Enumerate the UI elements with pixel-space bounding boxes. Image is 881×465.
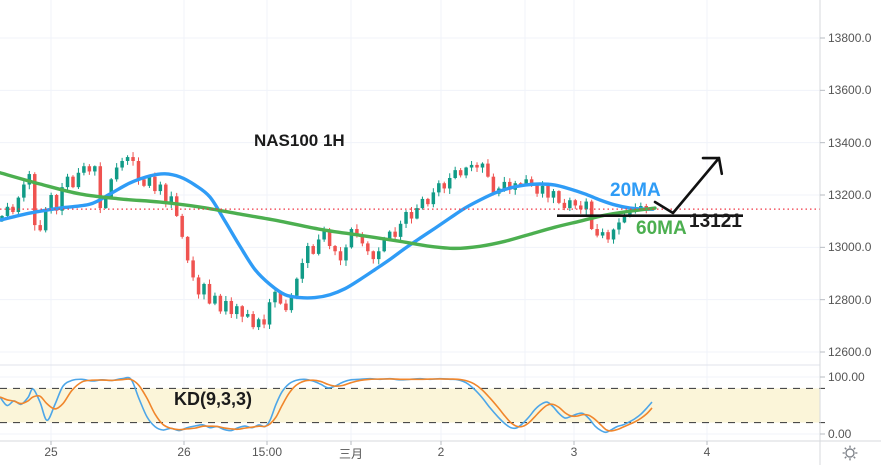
time-axis-label: 4 — [703, 445, 711, 459]
time-axis-label: 26 — [177, 445, 191, 459]
time-axis-label: 三月 — [338, 447, 364, 461]
price-axis-label: 13000.0 — [828, 240, 872, 255]
time-axis-label: 15:00 — [251, 445, 283, 459]
price-axis-label: 13200.0 — [828, 188, 872, 202]
annotation-arrow[interactable] — [653, 156, 724, 215]
price-axis-label: 13400.0 — [828, 135, 872, 150]
candles-layer — [0, 152, 649, 331]
ma20-line — [0, 172, 655, 300]
symbol-title: NAS100 1H — [254, 131, 345, 150]
kd-lines — [0, 376, 653, 434]
price-level-label[interactable]: 13121 — [689, 211, 742, 232]
price-axis-label: 12800.0 — [828, 292, 872, 307]
axis-ticks — [50, 37, 825, 445]
price-axis-label: 12600.0 — [828, 345, 872, 359]
ma60-line — [0, 171, 657, 251]
time-axis-label: 2 — [437, 445, 445, 459]
kd-axis-label: 0.00 — [828, 427, 852, 441]
kd-axis-label: 100.00 — [828, 370, 865, 384]
ma60-label[interactable]: 60MA — [636, 218, 687, 239]
settings-gear-icon[interactable] — [841, 444, 859, 462]
gridlines — [0, 0, 820, 441]
time-axis-label: 3 — [570, 445, 578, 459]
price-axis-label: 13800.0 — [828, 31, 872, 45]
time-axis-label: 25 — [44, 445, 58, 459]
kd-d-line — [0, 378, 653, 432]
kd-band — [0, 388, 820, 423]
kd-indicator-label[interactable]: KD(9,3,3) — [174, 389, 253, 409]
ma20-label[interactable]: 20MA — [610, 180, 661, 201]
price-axis-label: 13600.0 — [828, 83, 872, 98]
